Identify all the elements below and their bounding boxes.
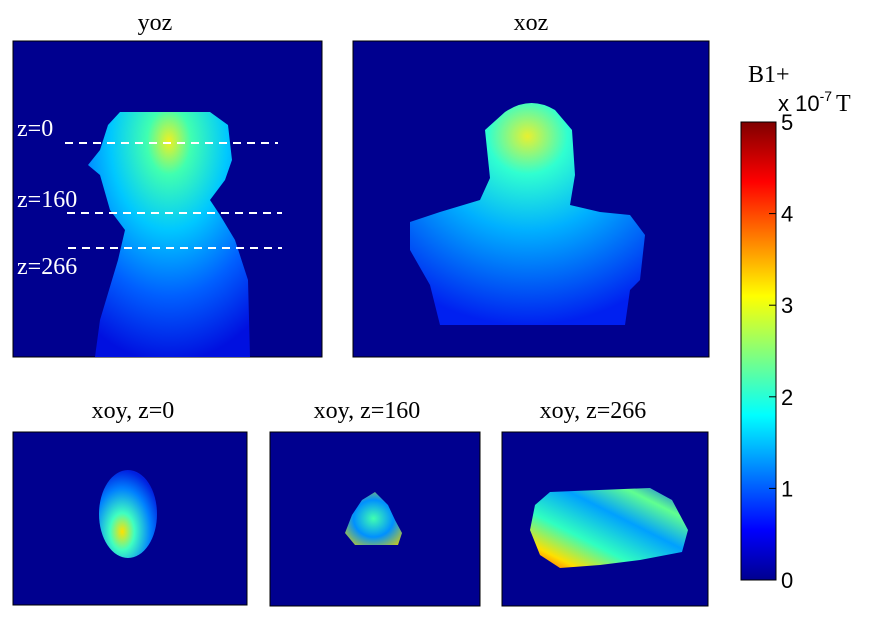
heatmap-slice xyxy=(345,492,402,545)
colorbar: B1+ x 10-7 T 0 1 2 3 4 5 xyxy=(740,62,851,593)
panel-xoy-z0: xoy, z=0 xyxy=(12,398,248,606)
slice-label: z=160 xyxy=(17,187,77,213)
colorbar-tick-label: 0 xyxy=(781,568,793,593)
panel-xoy-z160: xoy, z=160 xyxy=(269,398,481,607)
panel-xoy-z266: xoy, z=266 xyxy=(501,398,709,607)
slice-label: z=0 xyxy=(17,116,53,142)
colorbar-tick-label: 1 xyxy=(781,476,793,501)
panel-title: xoy, z=160 xyxy=(314,398,421,424)
panel-title: xoy, z=0 xyxy=(92,398,175,424)
panel-title: xoy, z=266 xyxy=(540,398,647,424)
colorbar-tick-label: 5 xyxy=(781,110,793,135)
panel-title: yoz xyxy=(138,10,173,36)
colorbar-tick-label: 4 xyxy=(781,202,793,227)
slice-lines xyxy=(65,142,282,249)
heatmap-body xyxy=(410,102,645,325)
slice-label: z=266 xyxy=(17,254,77,280)
colorbar-label: B1+ xyxy=(748,62,790,88)
colorbar-tick-label: 3 xyxy=(781,293,793,318)
heatmap-body xyxy=(88,112,250,357)
colorbar-gradient xyxy=(740,121,777,581)
colorbar-unit: x 10-7 T xyxy=(778,88,851,117)
panel-xoz: xoz xyxy=(352,10,710,358)
colorbar-tick-label: 2 xyxy=(781,385,793,410)
panel-title: xoz xyxy=(514,10,549,36)
heatmap-slice xyxy=(530,488,688,568)
heatmap-slice xyxy=(99,470,157,558)
panel-yoz: yoz z=0 z=160 z=266 xyxy=(12,10,323,358)
